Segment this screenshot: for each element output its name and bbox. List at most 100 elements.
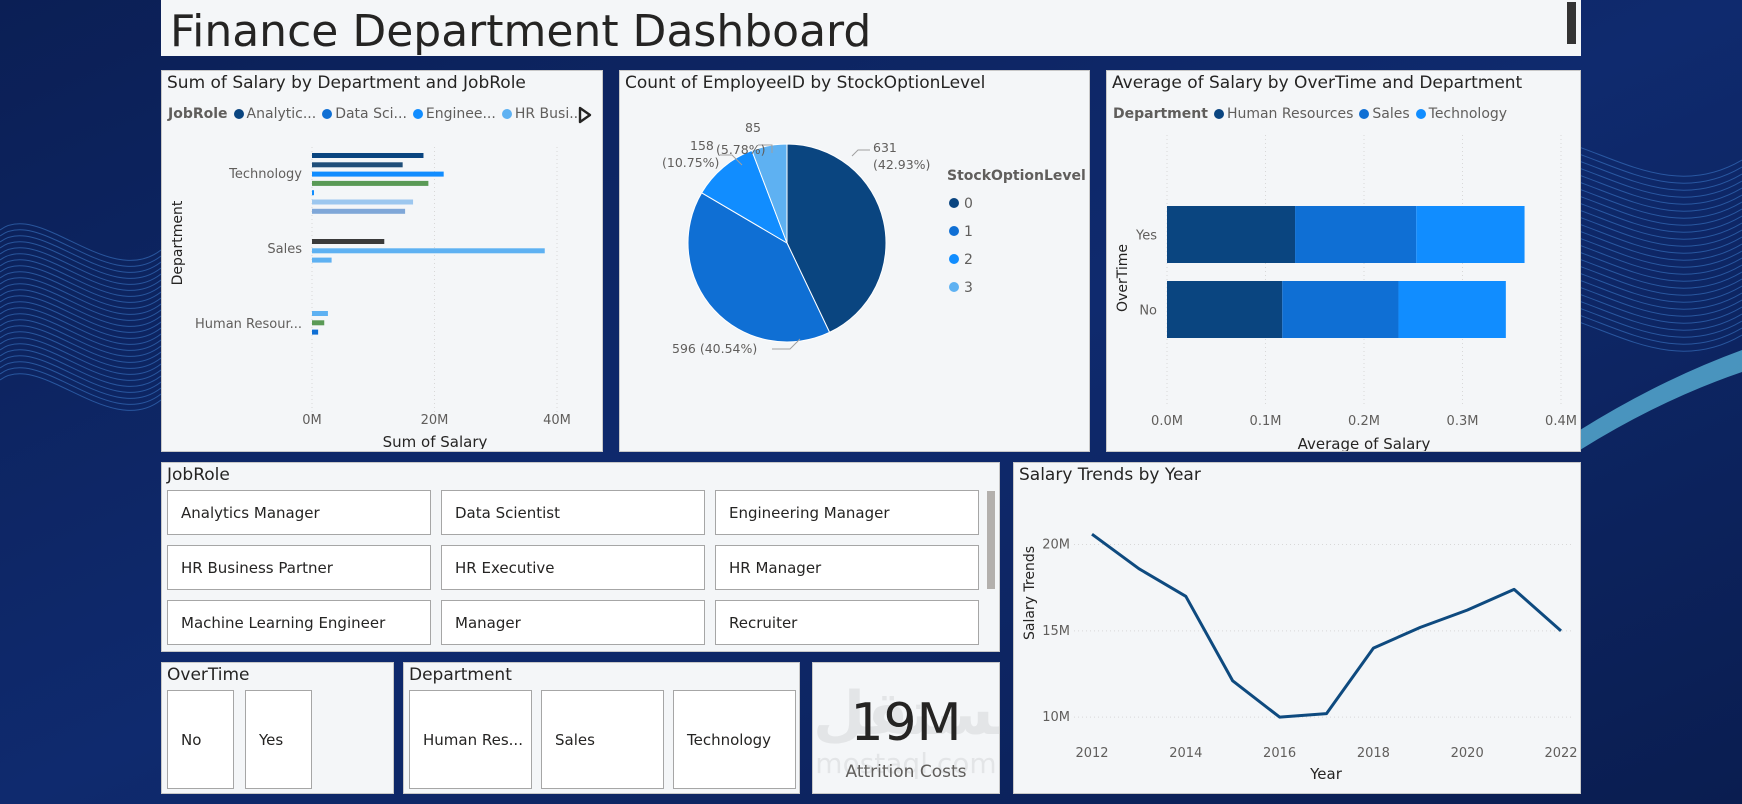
leader-line <box>772 338 801 350</box>
legend-dot-icon <box>949 226 959 236</box>
wave-line <box>0 355 162 393</box>
legend-label: HR Busi... <box>514 106 583 122</box>
bar[interactable] <box>312 199 414 205</box>
pie-slice[interactable] <box>751 143 788 244</box>
line-series[interactable] <box>1091 532 1562 719</box>
jobrole-option[interactable]: HR Manager <box>715 545 979 590</box>
bar[interactable] <box>312 171 444 177</box>
jobrole-option[interactable]: Manager <box>441 600 705 645</box>
pie-slice[interactable] <box>701 149 788 245</box>
overtime-option-no[interactable]: No <box>167 690 234 789</box>
stacked-bar-segment[interactable] <box>1295 206 1417 263</box>
legend-item[interactable]: Technology <box>1415 106 1507 122</box>
data-label: 596 (40.54%) <box>672 341 757 356</box>
wave-line <box>0 235 162 273</box>
legend-label: Sales <box>1372 106 1410 122</box>
legend-item[interactable]: Sales <box>1359 106 1410 122</box>
x-tick-label: 20M <box>421 413 449 428</box>
chart-title: Salary Trends by Year <box>1019 465 1201 485</box>
department-option-sales[interactable]: Sales <box>541 690 664 789</box>
wave-line <box>0 337 162 375</box>
legend-item[interactable]: Human Resources <box>1213 106 1353 122</box>
data-label: (42.93%) <box>873 157 930 172</box>
wave-line <box>0 313 162 351</box>
data-label: (5.78%) <box>716 142 765 157</box>
stacked-bar-segment[interactable] <box>1282 281 1399 338</box>
leader-line <box>720 154 743 166</box>
legend-label: Enginee... <box>425 106 496 122</box>
bar[interactable] <box>312 257 332 263</box>
y-tick-label: 20M <box>1042 538 1070 553</box>
data-label: (10.75%) <box>662 155 719 170</box>
jobrole-option[interactable]: Machine Learning Engineer <box>167 600 431 645</box>
overtime-salary-chart: Average of Salary by OverTime and Depart… <box>1106 70 1581 452</box>
bar[interactable] <box>312 153 424 158</box>
overtime-option-yes[interactable]: Yes <box>245 690 312 789</box>
legend-label[interactable]: 3 <box>964 280 973 296</box>
overtime-slicer: OverTime No Yes <box>161 662 394 794</box>
x-axis-title: Sum of Salary <box>383 433 488 449</box>
pie-chart-plot: 631 (42.93%) 596 (40.54%) 158 (10.75%) 85 (5.7… <box>662 120 1086 356</box>
x-tick-label: 40M <box>543 413 571 428</box>
leader-line <box>851 149 870 157</box>
slicer-title: JobRole <box>167 465 230 485</box>
bar[interactable] <box>312 239 385 244</box>
wave-line <box>0 367 162 405</box>
wave-line <box>0 373 162 411</box>
legend-item[interactable]: Enginee... <box>412 106 496 122</box>
pie-slice[interactable] <box>687 192 831 343</box>
x-tick-label: 2012 <box>1075 746 1108 761</box>
jobrole-slicer: JobRole Analytics Manager Data Scientist E… <box>161 462 1000 652</box>
legend-label[interactable]: 2 <box>964 252 973 268</box>
department-slicer: Department Human Res... Sales Technology <box>403 662 800 794</box>
y-tick-label: Sales <box>267 242 302 257</box>
bar[interactable] <box>312 311 328 316</box>
bar[interactable] <box>312 162 403 168</box>
data-label: 158 <box>690 138 714 153</box>
jobrole-option[interactable]: HR Executive <box>441 545 705 590</box>
stacked-bar-segment[interactable] <box>1398 281 1506 338</box>
legend-title: Department <box>1113 106 1208 122</box>
y-axis-title: OverTime <box>1115 244 1131 312</box>
scrollbar-thumb[interactable] <box>1567 2 1576 44</box>
jobrole-option[interactable]: Data Scientist <box>441 490 705 535</box>
jobrole-option[interactable]: Engineering Manager <box>715 490 979 535</box>
jobrole-option[interactable]: Recruiter <box>715 600 979 645</box>
bar[interactable] <box>312 320 325 326</box>
legend-next-button[interactable] <box>578 106 592 124</box>
stacked-bar-segment[interactable] <box>1167 206 1296 263</box>
jobrole-option[interactable]: Analytics Manager <box>167 490 431 535</box>
legend-item[interactable]: Data Sci... <box>322 106 407 122</box>
stacked-bar-segment[interactable] <box>1167 281 1283 338</box>
watermark: مستقل mostaql.com <box>813 679 999 780</box>
department-option-technology[interactable]: Technology <box>673 690 796 789</box>
legend-item[interactable]: Analytic... <box>233 106 316 122</box>
slicer-title: Department <box>409 665 512 685</box>
bar[interactable] <box>312 180 429 186</box>
wave-line <box>0 277 162 315</box>
y-tick-label: 15M <box>1042 624 1070 639</box>
legend-label[interactable]: 0 <box>964 196 973 212</box>
x-tick-label: 2022 <box>1544 746 1577 761</box>
page-title: Finance Department Dashboard <box>170 6 872 56</box>
bar-chart-plot: 0M 20M 40M Technology Sales Human Resour... Su… <box>170 147 571 449</box>
leader-line <box>758 144 773 153</box>
legend-dot-icon <box>322 109 333 119</box>
salary-by-department-chart: Sum of Salary by Department and JobRole … <box>161 70 603 452</box>
jobrole-option[interactable]: HR Business Partner <box>167 545 431 590</box>
bar[interactable] <box>312 329 319 335</box>
x-tick-label: 2016 <box>1263 746 1296 761</box>
department-option-hr[interactable]: Human Res... <box>409 690 532 789</box>
chart-legend: Department Human Resources Sales Technology <box>1113 106 1513 122</box>
y-tick-label: No <box>1139 304 1157 319</box>
bar[interactable] <box>312 208 406 214</box>
stacked-bar-segment[interactable] <box>1416 206 1525 263</box>
pie-slice[interactable] <box>786 143 887 334</box>
bar[interactable] <box>312 248 545 254</box>
bar[interactable] <box>312 190 314 196</box>
salary-trends-chart: Salary Trends by Year 10M 15M 20M 2012 2014 2… <box>1013 462 1581 794</box>
legend-item[interactable]: HR Busi... <box>501 106 583 122</box>
legend-label[interactable]: 1 <box>964 224 973 240</box>
slicer-scrollbar[interactable] <box>987 491 995 589</box>
chart-title: Sum of Salary by Department and JobRole <box>167 73 526 93</box>
